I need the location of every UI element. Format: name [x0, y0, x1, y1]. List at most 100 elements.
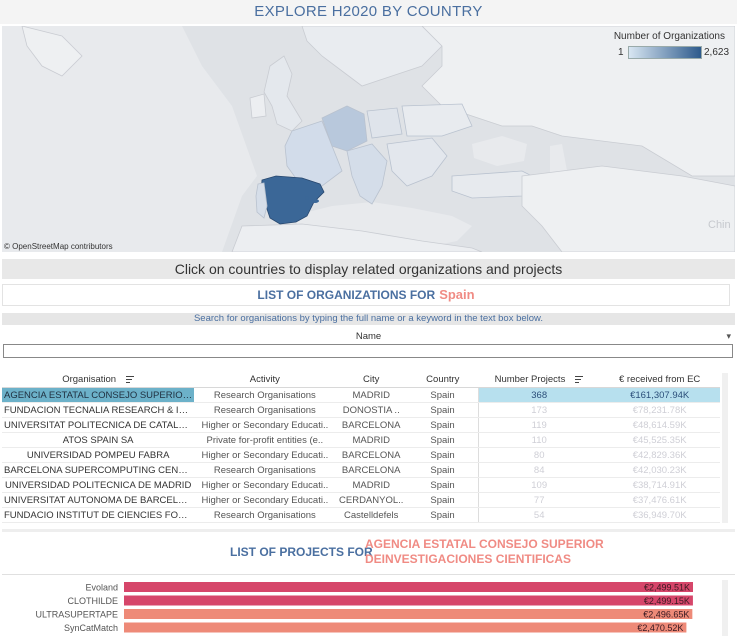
col-header-city[interactable]: City: [335, 372, 408, 388]
cell-organisation[interactable]: UNIVERSITAT AUTONOMA DE BARCELONA: [2, 492, 195, 508]
russia-east[interactable]: [421, 26, 735, 177]
orgs-section-country: Spain: [439, 287, 475, 302]
cell-country: Spain: [407, 417, 479, 433]
bar-value-label: €2,499.15K: [644, 596, 690, 606]
balkans[interactable]: [386, 137, 448, 187]
cell-organisation[interactable]: UNIVERSIDAD POLITECNICA DE MADRID: [2, 477, 195, 493]
ukraine[interactable]: [401, 103, 473, 137]
sort-icon[interactable]: [126, 375, 135, 383]
bar-value-label: €2,499.51K: [644, 583, 690, 593]
cell-organisation[interactable]: FUNDACIO INSTITUT DE CIENCIES FOTON..: [2, 507, 195, 523]
cell-city: BARCELONA: [335, 417, 408, 433]
bar-category-label: CLOTHILDE: [67, 596, 118, 606]
cell-ec: €37,476.61K: [599, 492, 720, 508]
cell-ec: €48,614.59K: [599, 417, 720, 433]
cell-country: Spain: [407, 507, 479, 523]
col-header-ec-received[interactable]: € received from EC: [599, 372, 720, 388]
cell-activity: Private for-profit entities (e..: [194, 432, 336, 448]
cell-city: BARCELONA: [335, 447, 408, 463]
map-attribution[interactable]: © OpenStreetMap contributors: [4, 242, 113, 251]
legend-title: Number of Organizations: [613, 31, 725, 42]
poland[interactable]: [366, 107, 403, 139]
cell-projects: 173: [478, 402, 600, 418]
cell-activity: Higher or Secondary Educati..: [194, 447, 336, 463]
bar-value-label: €2,470.52K: [637, 623, 683, 633]
instruction-banner: Click on countries to display related or…: [2, 259, 735, 279]
cell-city: CERDANYOL..: [335, 492, 408, 508]
project-bar[interactable]: [124, 609, 693, 619]
project-bar[interactable]: [124, 595, 693, 606]
cell-activity: Higher or Secondary Educati..: [194, 492, 336, 508]
balearic-islands-2[interactable]: [305, 196, 309, 200]
cell-organisation[interactable]: UNIVERSIDAD POMPEU FABRA: [2, 447, 195, 463]
col-header-activity[interactable]: Activity: [194, 372, 336, 388]
cell-projects: 368: [478, 387, 600, 403]
table-row[interactable]: FUNDACION TECNALIA RESEARCH & INN.. Rese…: [2, 402, 720, 418]
cell-country: Spain: [407, 387, 479, 403]
balearic-islands[interactable]: [311, 199, 319, 203]
cell-country: Spain: [407, 447, 479, 463]
search-input[interactable]: [3, 344, 733, 358]
page-title: EXPLORE H2020 BY COUNTRY: [0, 0, 737, 24]
project-bar[interactable]: [124, 582, 693, 592]
cell-organisation[interactable]: BARCELONA SUPERCOMPUTING CENTER ..: [2, 462, 195, 478]
cell-organisation[interactable]: ATOS SPAIN SA: [2, 432, 195, 448]
map-canvas[interactable]: Chin: [2, 26, 735, 252]
cell-activity: Higher or Secondary Educati..: [194, 417, 336, 433]
cell-organisation[interactable]: FUNDACION TECNALIA RESEARCH & INN..: [2, 402, 195, 418]
portugal[interactable]: [255, 182, 268, 219]
table-scrollbar[interactable]: [722, 373, 728, 523]
iceland-area: [21, 26, 83, 77]
chevron-down-icon[interactable]: ▾: [726, 331, 731, 341]
france[interactable]: [284, 120, 343, 187]
italy[interactable]: [346, 143, 388, 205]
north-africa[interactable]: [231, 223, 483, 252]
project-bar[interactable]: [124, 622, 687, 633]
cell-organisation[interactable]: UNIVERSITAT POLITECNICA DE CATALUN..: [2, 417, 195, 433]
table-row[interactable]: AGENCIA ESTATAL CONSEJO SUPERIOR D.. Res…: [2, 387, 720, 403]
table-row[interactable]: FUNDACIO INSTITUT DE CIENCIES FOTON.. Re…: [2, 507, 720, 523]
europe-map[interactable]: Chin: [2, 26, 735, 252]
cell-projects: 109: [478, 477, 600, 493]
cell-country: Spain: [407, 477, 479, 493]
cell-country: Spain: [407, 492, 479, 508]
bar-category-label: ULTRASUPERTAPE: [35, 610, 118, 620]
sort-icon[interactable]: [575, 375, 584, 383]
projects-section-label: LIST OF PROJECTS FOR: [230, 545, 373, 559]
cell-projects: 119: [478, 417, 600, 433]
table-row[interactable]: UNIVERSITAT AUTONOMA DE BARCELONA Higher…: [2, 492, 720, 508]
cell-city: BARCELONA: [335, 462, 408, 478]
orgs-section-header: LIST OF ORGANIZATIONS FOR Spain: [2, 284, 730, 306]
cell-ec: €78,231.78K: [599, 402, 720, 418]
germany[interactable]: [321, 105, 368, 152]
cell-city: MADRID: [335, 477, 408, 493]
cell-ec: €36,949.70K: [599, 507, 720, 523]
cell-activity: Higher or Secondary Educati..: [194, 477, 336, 493]
ireland[interactable]: [249, 93, 267, 119]
chart-scrollbar[interactable]: [722, 580, 728, 636]
cell-activity: Research Organisations: [194, 507, 336, 523]
table-row[interactable]: BARCELONA SUPERCOMPUTING CENTER .. Resea…: [2, 462, 720, 478]
cell-country: Spain: [407, 402, 479, 418]
table-row[interactable]: ATOS SPAIN SA Private for-profit entitie…: [2, 432, 720, 448]
table-row[interactable]: UNIVERSIDAD POMPEU FABRA Higher or Secon…: [2, 447, 720, 463]
cell-city: Castelldefels: [335, 507, 408, 523]
col-header-country[interactable]: Country: [407, 372, 479, 388]
col-header-number-projects[interactable]: Number Projects: [478, 372, 600, 388]
table-row[interactable]: UNIVERSIDAD POLITECNICA DE MADRID Higher…: [2, 477, 720, 493]
cell-activity: Research Organisations: [194, 462, 336, 478]
cell-ec: €42,030.23K: [599, 462, 720, 478]
cell-ec: €45,525.35K: [599, 432, 720, 448]
cell-projects: 80: [478, 447, 600, 463]
cell-projects: 84: [478, 462, 600, 478]
middle-east[interactable]: [521, 165, 735, 252]
col-header-organisation[interactable]: Organisation: [2, 372, 195, 388]
cell-organisation[interactable]: AGENCIA ESTATAL CONSEJO SUPERIOR D..: [2, 387, 195, 403]
search-hint: Search for organisations by typing the f…: [2, 313, 735, 325]
britain[interactable]: [263, 55, 303, 132]
cell-ec: €38,714.91K: [599, 477, 720, 493]
projects-section-org: AGENCIA ESTATAL CONSEJO SUPERIOR DEINVES…: [365, 537, 604, 566]
table-row[interactable]: UNIVERSITAT POLITECNICA DE CATALUN.. Hig…: [2, 417, 720, 433]
section-divider: [2, 529, 735, 532]
cell-ec: €161,307.94K: [599, 387, 720, 403]
